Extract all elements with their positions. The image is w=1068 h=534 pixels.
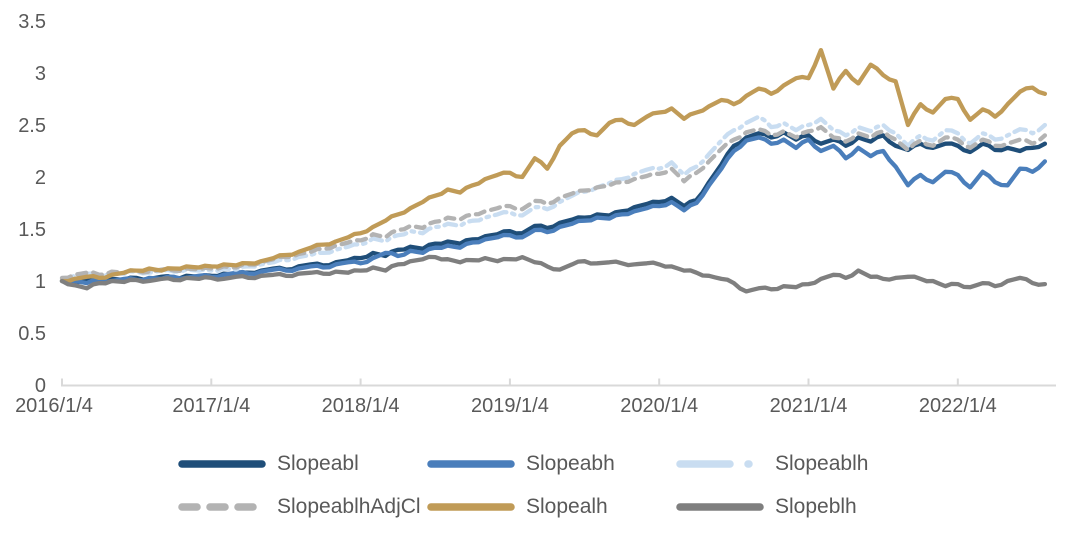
- x-axis-label: 2018/1/4: [322, 395, 400, 417]
- series-line-slopeblh: [59, 254, 1048, 294]
- legend-label: Slopeblh: [775, 495, 857, 518]
- series-line-slopealh: [59, 47, 1048, 284]
- legend-swatch-dashed-gray-icon: [178, 503, 266, 511]
- legend-label: Slopeabl: [277, 452, 359, 475]
- series-line-slopeablhadjcl: [59, 124, 1048, 281]
- y-axis-label: 2.5: [18, 115, 46, 137]
- x-axis-label: 2017/1/4: [172, 395, 250, 417]
- y-axis-label: 2: [35, 167, 46, 189]
- series-line-slopeabh: [59, 135, 1048, 286]
- y-axis-label: 3: [35, 63, 46, 85]
- legend-swatch-solid-gold-icon: [427, 503, 515, 511]
- legend-swatch-dashdot-lightblue-icon: [676, 460, 764, 468]
- legend-swatch-solid-navy-icon: [178, 460, 266, 468]
- legend-item-slopeablhadjcl: SlopeablhAdjCl: [178, 495, 427, 519]
- y-axis-label: 0.5: [18, 323, 46, 345]
- legend-item-slopealh: Slopealh: [427, 495, 676, 519]
- legend-label: Slopealh: [526, 495, 608, 518]
- legend-item-slopeablh: Slopeablh: [676, 452, 946, 476]
- y-axis-label: 1: [35, 271, 46, 293]
- x-axis-label: 2021/1/4: [770, 395, 848, 417]
- legend-item-slopeabl: Slopeabl: [178, 452, 427, 476]
- legend-item-slopeblh: Slopeblh: [676, 495, 946, 519]
- legend-label: Slopeabh: [526, 452, 615, 475]
- legend-label: Slopeablh: [775, 452, 869, 475]
- plot-area: 2016/1/4 2017/1/4 2018/1/4 2019/1/4 2020/1/4…: [15, 11, 1056, 417]
- x-axis-label: 2016/1/4: [15, 395, 93, 417]
- y-axis-label: 0: [35, 375, 46, 397]
- x-axis-label: 2020/1/4: [620, 395, 698, 417]
- y-axis-label: 3.5: [18, 11, 46, 33]
- x-axis-label: 2022/1/4: [919, 395, 997, 417]
- legend: Slopeabl Slopeabh Slopeablh SlopeablhAdj…: [178, 452, 946, 519]
- x-axis-label: 2019/1/4: [471, 395, 549, 417]
- series-line-slopeablh: [59, 114, 1048, 282]
- legend-item-slopeabh: Slopeabh: [427, 452, 676, 476]
- legend-swatch-solid-darkgray-icon: [676, 503, 764, 511]
- y-axis-label: 1.5: [18, 219, 46, 241]
- legend-label: SlopeablhAdjCl: [277, 495, 421, 518]
- legend-swatch-solid-blue-icon: [427, 460, 515, 468]
